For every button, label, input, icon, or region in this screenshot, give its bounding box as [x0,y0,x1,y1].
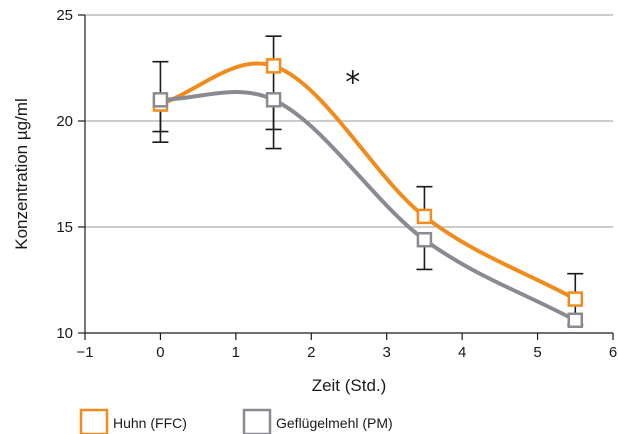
x-tick-label-4: 3 [383,344,391,361]
x-tick-label-6: 5 [533,344,541,361]
y-tick-label-20: 20 [56,113,73,130]
series-line-0 [158,61,578,302]
legend-swatch-huhn [79,408,109,434]
series-line-1 [158,90,578,323]
series-lines [158,61,578,323]
y-tick-label-25: 25 [56,7,73,24]
legend-swatch-gefluegelmehl [242,408,272,434]
data-point-s0-p1 [265,58,282,74]
gridlines [85,14,613,228]
y-tick-label-10: 10 [56,325,73,342]
y-tick-labels: 10 15 20 25 [56,7,85,342]
data-point-s0-p2 [416,208,433,225]
x-tick-label-2: 1 [232,344,240,361]
data-point-s1-p0 [152,92,169,108]
error-bars [152,35,584,326]
data-point-s1-p1 [265,92,282,108]
x-tick-label-0: −1 [76,344,93,361]
y-tick-label-15: 15 [56,219,73,236]
data-point-s1-p2 [416,231,433,248]
data-points [152,58,584,329]
significance-marker: * [345,65,360,100]
x-tick-label-7: 6 [609,344,617,361]
x-tick-label-3: 2 [307,344,315,361]
legend-label-huhn: Huhn (FFC) [113,415,187,431]
x-tick-label-5: 4 [458,344,466,361]
legend: Huhn (FFC) Geflügelmehl (PM) [79,408,393,434]
y-axis-title: Konzentration µg/ml [12,98,31,250]
x-tick-label-1: 0 [156,344,164,361]
legend-label-gefluegelmehl: Geflügelmehl (PM) [276,415,393,431]
data-point-s0-p3 [567,291,584,307]
axes [84,15,613,334]
x-tick-labels: −1 0 1 2 3 4 5 6 [76,333,617,361]
x-axis-title: Zeit (Std.) [312,376,387,395]
data-point-s1-p3 [567,312,584,329]
